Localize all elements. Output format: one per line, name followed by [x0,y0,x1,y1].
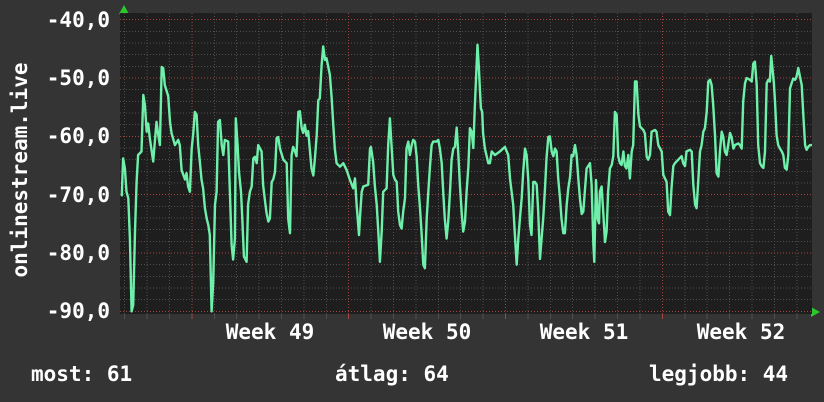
stat-current-value: 61 [106,362,133,386]
x-tick-label-week51: Week 51 [539,320,629,344]
x-tick-label-week50: Week 50 [382,320,472,344]
stat-best-value: 44 [762,362,789,386]
x-tick-label-week49: Week 49 [225,320,315,344]
y-tick-label-70: -70,0 [46,183,110,207]
y-tick-label-90: -90,0 [46,299,110,323]
y-tick-label-80: -80,0 [46,241,110,265]
stat-best-label: legjobb: [649,362,751,386]
stat-average-value: 64 [423,362,449,386]
stat-current: most: 61 [31,361,132,387]
plot-background [120,13,812,314]
stat-average-label: átlag: [335,362,411,386]
y-axis-arrow-icon [119,5,129,14]
x-tick-label-week52: Week 52 [696,320,786,344]
y-tick-label-40: -40,0 [46,8,110,32]
stat-current-label: most: [31,362,95,386]
y-tick-label-60: -60,0 [46,124,110,148]
signal-line [120,43,812,313]
stat-best: legjobb: 44 [649,361,788,387]
stat-average: átlag: 64 [335,361,449,387]
y-tick-label-50: -50,0 [46,66,110,90]
x-axis-arrow-icon [811,307,820,317]
axis-ticks [124,314,798,319]
signal-line-chart [120,13,812,319]
